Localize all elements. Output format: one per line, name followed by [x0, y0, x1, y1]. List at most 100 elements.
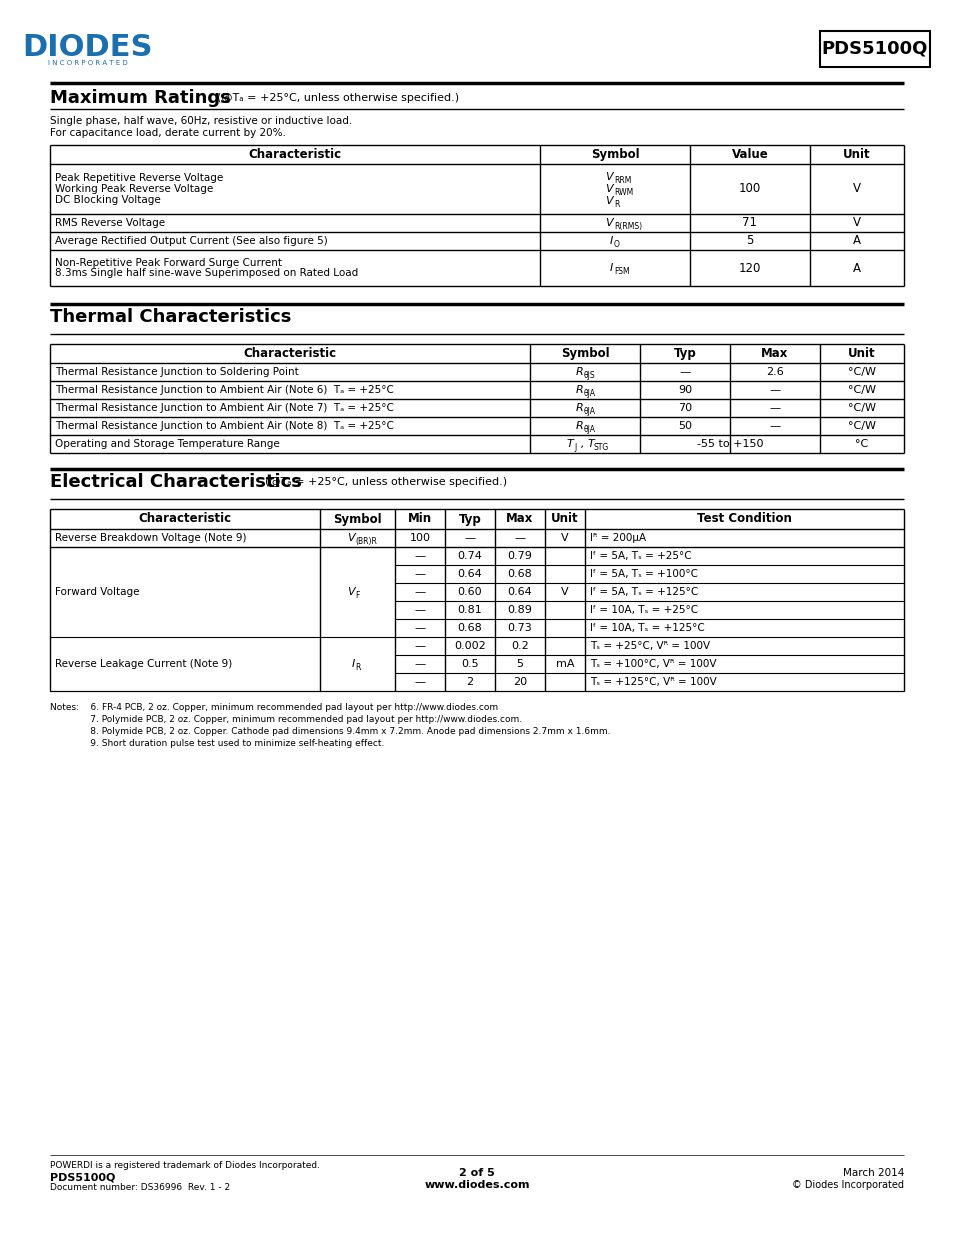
Text: 2 of 5: 2 of 5 — [458, 1168, 495, 1178]
Text: Unit: Unit — [847, 347, 875, 359]
Text: Tₛ = +25°C, Vᴿ = 100V: Tₛ = +25°C, Vᴿ = 100V — [589, 641, 709, 651]
Text: 0.73: 0.73 — [507, 622, 532, 634]
Text: A: A — [852, 262, 861, 274]
Text: Working Peak Reverse Voltage: Working Peak Reverse Voltage — [55, 184, 213, 194]
Text: 0.68: 0.68 — [507, 569, 532, 579]
Text: (@Tₐ = +25°C, unless otherwise specified.): (@Tₐ = +25°C, unless otherwise specified… — [265, 477, 507, 487]
Text: Maximum Ratings: Maximum Ratings — [50, 89, 231, 107]
Text: θJA: θJA — [583, 389, 596, 398]
Text: Characteristic: Characteristic — [138, 513, 232, 526]
Text: Symbol: Symbol — [560, 347, 609, 359]
Text: R: R — [575, 403, 582, 412]
Text: mA: mA — [556, 659, 574, 669]
Text: Iᶠ = 10A, Tₛ = +125°C: Iᶠ = 10A, Tₛ = +125°C — [589, 622, 704, 634]
Text: 8. Polymide PCB, 2 oz. Copper. Cathode pad dimensions 9.4mm x 7.2mm. Anode pad d: 8. Polymide PCB, 2 oz. Copper. Cathode p… — [50, 727, 610, 736]
Text: Thermal Resistance Junction to Ambient Air (Note 7)  Tₐ = +25°C: Thermal Resistance Junction to Ambient A… — [55, 403, 394, 412]
Text: 0.64: 0.64 — [507, 587, 532, 597]
Text: Min: Min — [408, 513, 432, 526]
Text: —: — — [769, 421, 780, 431]
Text: 0.68: 0.68 — [457, 622, 482, 634]
Text: T: T — [566, 438, 573, 450]
Text: V: V — [852, 216, 861, 230]
Text: —: — — [414, 659, 425, 669]
Text: °C/W: °C/W — [847, 403, 875, 412]
Text: RRM: RRM — [614, 177, 631, 185]
Text: I N C O R P O R A T E D: I N C O R P O R A T E D — [48, 61, 128, 65]
Text: V: V — [347, 534, 355, 543]
Text: 70: 70 — [678, 403, 691, 412]
Text: V: V — [605, 172, 613, 182]
Text: V: V — [605, 196, 613, 206]
Text: Max: Max — [506, 513, 533, 526]
Text: PDS5100Q: PDS5100Q — [50, 1172, 115, 1182]
Text: Tₛ = +125°C, Vᴿ = 100V: Tₛ = +125°C, Vᴿ = 100V — [589, 677, 716, 687]
Text: 0.5: 0.5 — [460, 659, 478, 669]
Text: FSM: FSM — [614, 267, 629, 275]
Text: 0.002: 0.002 — [454, 641, 485, 651]
Text: —: — — [414, 622, 425, 634]
Text: Typ: Typ — [458, 513, 481, 526]
Text: www.diodes.com: www.diodes.com — [424, 1179, 529, 1191]
Text: PDS5100Q: PDS5100Q — [821, 40, 927, 58]
Text: 0.64: 0.64 — [457, 569, 482, 579]
Text: °C/W: °C/W — [847, 421, 875, 431]
Text: 90: 90 — [678, 385, 691, 395]
Text: I: I — [609, 263, 613, 273]
Text: —: — — [414, 605, 425, 615]
FancyBboxPatch shape — [820, 31, 929, 67]
Text: Unit: Unit — [551, 513, 578, 526]
Text: Non-Repetitive Peak Forward Surge Current: Non-Repetitive Peak Forward Surge Curren… — [55, 258, 282, 268]
Text: DC Blocking Voltage: DC Blocking Voltage — [55, 195, 161, 205]
Text: —: — — [769, 385, 780, 395]
Text: θJS: θJS — [583, 370, 595, 380]
Text: Max: Max — [760, 347, 788, 359]
Text: O: O — [614, 240, 619, 249]
Text: F: F — [355, 592, 359, 600]
Text: —: — — [414, 641, 425, 651]
Text: I: I — [609, 236, 613, 246]
Text: Forward Voltage: Forward Voltage — [55, 587, 139, 597]
Text: R: R — [614, 200, 618, 209]
Text: Reverse Leakage Current (Note 9): Reverse Leakage Current (Note 9) — [55, 659, 232, 669]
Text: Reverse Breakdown Voltage (Note 9): Reverse Breakdown Voltage (Note 9) — [55, 534, 246, 543]
Text: V: V — [605, 184, 613, 194]
Text: Characteristic: Characteristic — [248, 148, 341, 161]
Text: —: — — [514, 534, 525, 543]
Text: —: — — [769, 403, 780, 412]
Text: 9. Short duration pulse test used to minimize self-heating effect.: 9. Short duration pulse test used to min… — [50, 739, 384, 748]
Text: Iᶠ = 5A, Tₛ = +25°C: Iᶠ = 5A, Tₛ = +25°C — [589, 551, 691, 561]
Text: 5: 5 — [516, 659, 523, 669]
Text: Thermal Resistance Junction to Soldering Point: Thermal Resistance Junction to Soldering… — [55, 367, 298, 377]
Text: STG: STG — [594, 443, 609, 452]
Text: Electrical Characteristics: Electrical Characteristics — [50, 473, 301, 492]
Text: -55 to +150: -55 to +150 — [696, 438, 762, 450]
Text: V: V — [560, 534, 568, 543]
Text: Test Condition: Test Condition — [697, 513, 791, 526]
Text: V: V — [347, 587, 355, 597]
Text: 120: 120 — [738, 262, 760, 274]
Text: POWERDI is a registered trademark of Diodes Incorporated.: POWERDI is a registered trademark of Dio… — [50, 1161, 319, 1170]
Text: , T: , T — [580, 438, 594, 450]
Text: 5: 5 — [745, 235, 753, 247]
Text: 0.2: 0.2 — [511, 641, 528, 651]
Text: 0.81: 0.81 — [457, 605, 482, 615]
Text: (BR)R: (BR)R — [355, 537, 377, 546]
Text: 100: 100 — [409, 534, 430, 543]
Text: 50: 50 — [678, 421, 691, 431]
Text: —: — — [679, 367, 690, 377]
Text: V: V — [852, 183, 861, 195]
Text: —: — — [414, 551, 425, 561]
Text: Unit: Unit — [842, 148, 870, 161]
Text: Thermal Resistance Junction to Ambient Air (Note 8)  Tₐ = +25°C: Thermal Resistance Junction to Ambient A… — [55, 421, 394, 431]
Text: —: — — [414, 587, 425, 597]
Text: Single phase, half wave, 60Hz, resistive or inductive load.: Single phase, half wave, 60Hz, resistive… — [50, 116, 352, 126]
Text: R: R — [575, 367, 582, 377]
Text: March 2014: March 2014 — [841, 1168, 903, 1178]
Text: Thermal Characteristics: Thermal Characteristics — [50, 308, 291, 326]
Text: 0.89: 0.89 — [507, 605, 532, 615]
Text: °C: °C — [855, 438, 868, 450]
Text: Tₛ = +100°C, Vᴿ = 100V: Tₛ = +100°C, Vᴿ = 100V — [589, 659, 716, 669]
Text: I: I — [351, 659, 355, 669]
Text: R(RMS): R(RMS) — [614, 222, 641, 231]
Text: 100: 100 — [739, 183, 760, 195]
